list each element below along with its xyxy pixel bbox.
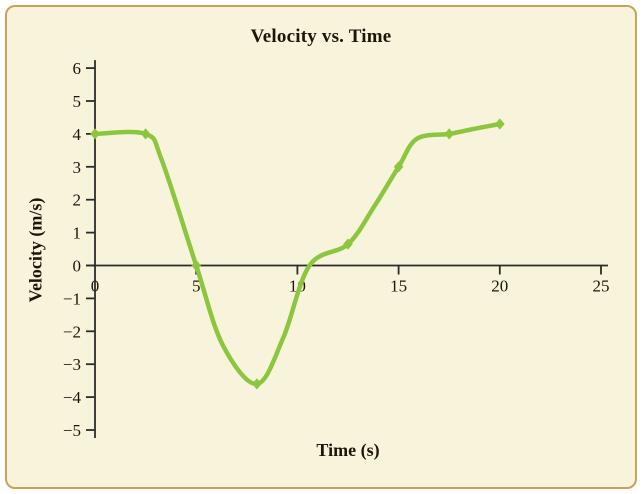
- y-tick-label: 5: [73, 92, 82, 111]
- chart-title: Velocity vs. Time: [250, 26, 392, 47]
- y-tick-label: −4: [63, 388, 82, 407]
- x-tick-label: 15: [390, 277, 407, 296]
- data-point-marker: [191, 259, 201, 272]
- x-axis-label: Time (s): [316, 440, 380, 460]
- x-tick-label: 20: [491, 277, 508, 296]
- y-tick-label: 0: [73, 257, 82, 276]
- y-tick-label: −2: [63, 322, 81, 341]
- chart-panel: [5, 5, 637, 489]
- x-tick-label: 25: [593, 277, 610, 296]
- data-point-marker: [393, 161, 404, 173]
- x-tick-label: 0: [91, 277, 100, 296]
- x-tick-label: 5: [192, 277, 201, 296]
- data-point-marker: [343, 238, 353, 250]
- data-point-marker: [90, 128, 100, 140]
- y-tick-label: −3: [63, 355, 81, 374]
- y-tick-label: −1: [63, 289, 81, 308]
- y-tick-label: 3: [73, 158, 82, 177]
- y-tick-label: 2: [73, 191, 82, 210]
- y-tick-label: 4: [73, 125, 82, 144]
- velocity-curve: [92, 121, 503, 387]
- data-point-marker: [140, 128, 151, 140]
- y-tick-label: 1: [73, 224, 82, 243]
- data-point-marker: [252, 378, 262, 390]
- data-point-marker: [444, 128, 454, 140]
- data-point-marker: [495, 118, 505, 130]
- y-tick-label: −5: [63, 421, 81, 440]
- y-tick-label: 6: [73, 59, 82, 78]
